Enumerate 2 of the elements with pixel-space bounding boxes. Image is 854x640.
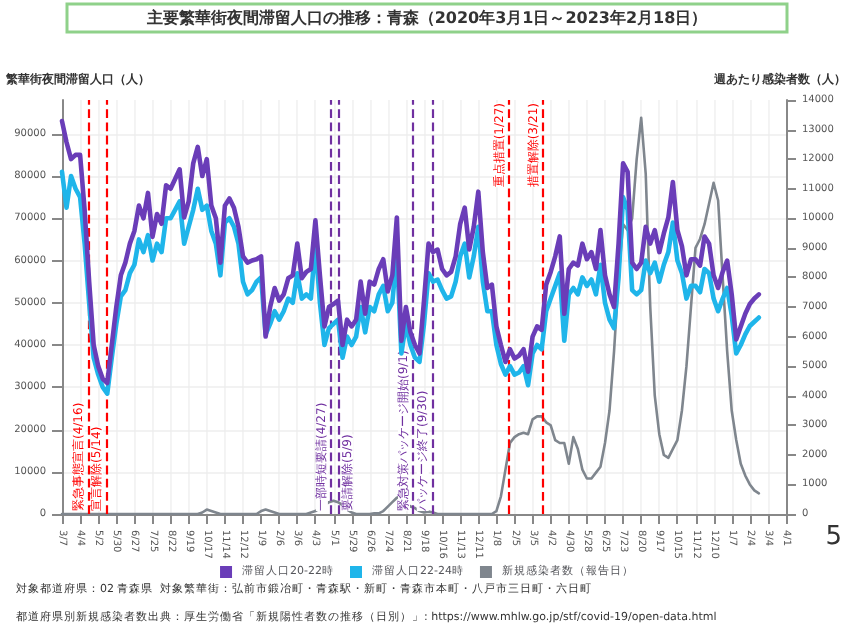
text: 5 (825, 522, 843, 552)
chart-title: 主要繁華街夜間滞留人口の推移：青森（2020年3月1日～2023年2月18日） (144, 7, 708, 27)
